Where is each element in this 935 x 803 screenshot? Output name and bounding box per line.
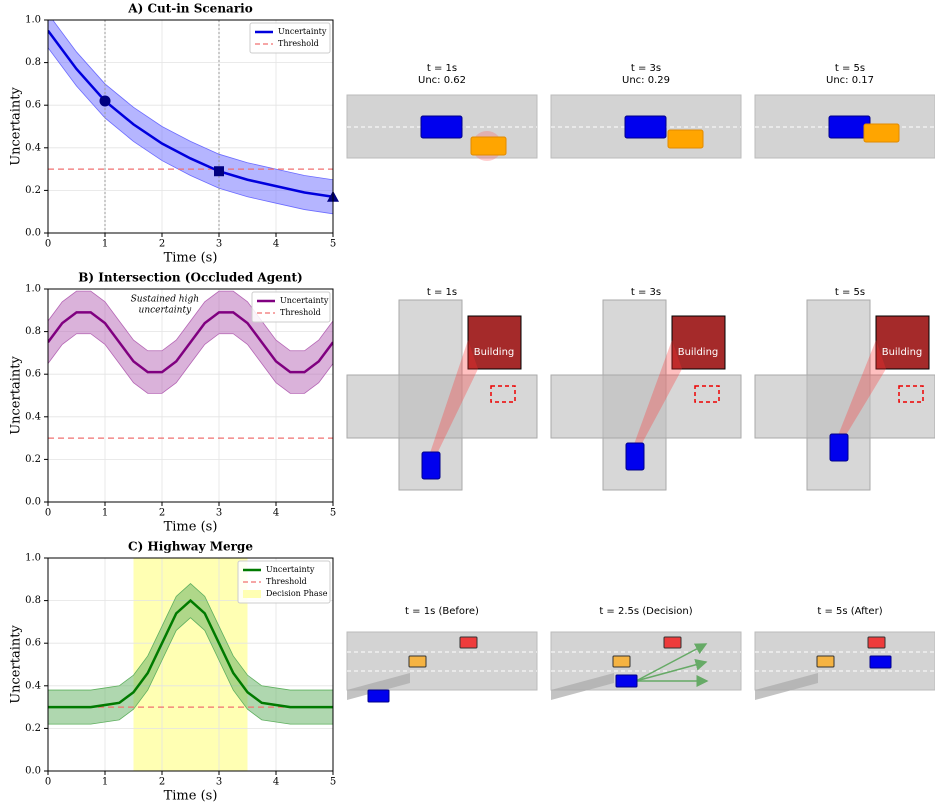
- scene-title: t = 3s: [631, 287, 661, 298]
- building: [468, 316, 521, 369]
- x-tick-label: 5: [330, 239, 336, 250]
- legend-label: Decision Phase: [266, 589, 328, 598]
- x-tick-label: 3: [216, 508, 222, 519]
- x-tick-label: 1: [102, 508, 108, 519]
- y-tick-label: 0.6: [25, 638, 41, 649]
- y-axis-label: Uncertainty: [9, 625, 24, 704]
- x-tick-label: 0: [45, 239, 51, 250]
- ego-car: [830, 434, 848, 461]
- x-tick-label: 2: [159, 777, 165, 788]
- point-marker: [214, 166, 224, 176]
- orange-car: [409, 656, 426, 667]
- y-tick-label: 0.2: [25, 454, 41, 465]
- y-tick-label: 1.0: [25, 553, 41, 564]
- y-tick-label: 0.8: [25, 326, 41, 337]
- x-tick-label: 4: [273, 508, 279, 519]
- building-label: Building: [474, 347, 515, 358]
- chart-title: C) Highway Merge: [128, 540, 253, 554]
- figure: 0 1 2 3 4 5 0.0 0.2 0.4 0.6 0.8 1.0 A) Cut-in Scenar…: [0, 0, 935, 803]
- ego-car: [870, 656, 891, 668]
- y-axis-label: Uncertainty: [9, 356, 24, 435]
- scene-title: t = 5s: [835, 63, 865, 74]
- annotation: uncertainty: [139, 306, 193, 316]
- x-tick-label: 5: [330, 508, 336, 519]
- building: [672, 316, 725, 369]
- chart-title: A) Cut-in Scenario: [127, 2, 252, 16]
- y-tick-label: 0.4: [25, 142, 41, 153]
- scene-title: t = 5s (After): [817, 606, 882, 617]
- legend-label: Uncertainty: [278, 27, 327, 36]
- scene-subtitle: Unc: 0.29: [622, 75, 670, 86]
- scene-title: t = 2.5s (Decision): [599, 606, 692, 617]
- x-tick-label: 1: [102, 239, 108, 250]
- cutin-car: [864, 124, 899, 142]
- ego-car: [616, 675, 637, 687]
- scene-title: t = 5s: [835, 287, 865, 298]
- legend-swatch: [243, 590, 261, 598]
- x-tick-label: 1: [102, 777, 108, 788]
- building: [876, 316, 929, 369]
- building-label: Building: [678, 347, 719, 358]
- x-tick-label: 4: [273, 239, 279, 250]
- legend-label: Uncertainty: [266, 565, 315, 574]
- y-tick-label: 0.0: [25, 766, 41, 777]
- y-tick-label: 0.4: [25, 680, 41, 691]
- red-car: [664, 637, 681, 648]
- point-marker: [100, 95, 111, 106]
- y-tick-label: 1.0: [25, 15, 41, 26]
- scene-title: t = 3s: [631, 63, 661, 74]
- orange-car: [817, 656, 834, 667]
- ego-car: [421, 116, 462, 138]
- red-car: [460, 637, 477, 648]
- y-tick-label: 0.0: [25, 228, 41, 239]
- ego-car: [368, 690, 389, 702]
- y-tick-label: 0.4: [25, 411, 41, 422]
- y-tick-label: 0.2: [25, 185, 41, 196]
- y-axis-label: Uncertainty: [9, 87, 24, 166]
- scene-title: t = 1s: [427, 63, 457, 74]
- x-tick-label: 3: [216, 239, 222, 250]
- ego-car: [422, 452, 440, 479]
- scene-title: t = 1s (Before): [405, 606, 479, 617]
- y-tick-label: 0.6: [25, 369, 41, 380]
- building-label: Building: [882, 347, 923, 358]
- x-tick-label: 2: [159, 239, 165, 250]
- ego-car: [625, 116, 666, 138]
- x-axis-label: Time (s): [164, 520, 218, 535]
- annotation: Sustained high: [131, 295, 199, 305]
- scene-subtitle: Unc: 0.17: [826, 75, 874, 86]
- x-tick-label: 0: [45, 508, 51, 519]
- scene-subtitle: Unc: 0.62: [418, 75, 466, 86]
- x-tick-label: 4: [273, 777, 279, 788]
- y-tick-label: 0.2: [25, 723, 41, 734]
- legend-label: Threshold: [280, 308, 321, 317]
- orange-car: [613, 656, 630, 667]
- y-tick-label: 0.6: [25, 100, 41, 111]
- y-tick-label: 0.8: [25, 57, 41, 68]
- x-tick-label: 2: [159, 508, 165, 519]
- legend-label: Uncertainty: [280, 296, 329, 305]
- x-tick-label: 5: [330, 777, 336, 788]
- y-tick-label: 1.0: [25, 284, 41, 295]
- y-tick-label: 0.0: [25, 497, 41, 508]
- y-tick-label: 0.8: [25, 595, 41, 606]
- x-axis-label: Time (s): [164, 251, 218, 266]
- road: [347, 632, 537, 690]
- x-axis-label: Time (s): [164, 789, 218, 803]
- cutin-car: [471, 137, 506, 155]
- x-tick-label: 3: [216, 777, 222, 788]
- red-car: [868, 637, 885, 648]
- chart-title: B) Intersection (Occluded Agent): [78, 271, 302, 285]
- legend-label: Threshold: [278, 39, 319, 48]
- ego-car: [626, 443, 644, 470]
- road: [755, 632, 935, 690]
- x-tick-label: 0: [45, 777, 51, 788]
- scene-title: t = 1s: [427, 287, 457, 298]
- legend-label: Threshold: [266, 577, 307, 586]
- cutin-car: [668, 130, 703, 148]
